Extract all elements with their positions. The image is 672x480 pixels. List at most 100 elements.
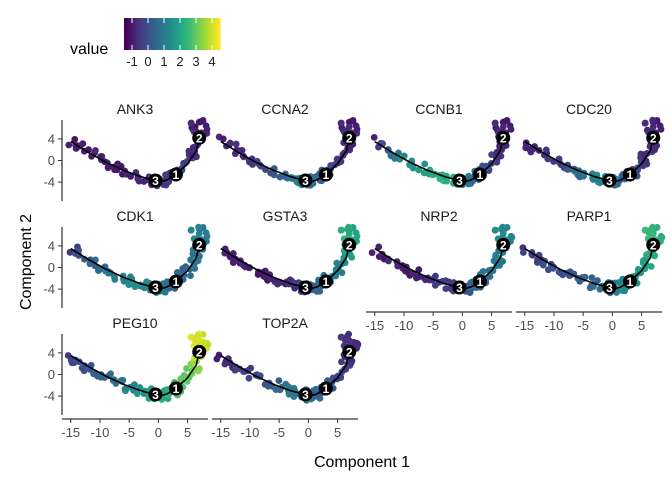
branch-point-marker (622, 274, 637, 289)
branch-point-marker (452, 280, 467, 295)
branch-point-label: 2 (346, 345, 353, 359)
cell-point (498, 225, 505, 233)
branch-point-label: 3 (606, 281, 613, 295)
cell-point (203, 125, 211, 133)
colorbar-segment (134, 18, 137, 50)
branch-point-marker (318, 274, 333, 289)
y-tick-label: -4 (43, 175, 55, 190)
colorbar-segment (144, 18, 147, 50)
panel-title: ANK3 (117, 101, 154, 117)
colorbar-segment (202, 18, 205, 50)
colorbar-segment (194, 18, 197, 50)
panel-nrp2: NRP2 1 2 3 -15 -10 -5 0 5 (365, 208, 516, 333)
cell-point (200, 338, 208, 346)
branch-point-label: 1 (173, 382, 180, 396)
cell-point (634, 266, 642, 273)
branch-point-label: 3 (302, 281, 309, 295)
cell-point (645, 229, 653, 237)
colorbar-segment (214, 18, 217, 50)
cell-point (337, 119, 345, 127)
legend-title: value (70, 41, 108, 58)
colorbar-segment (208, 18, 211, 50)
branch-point-marker (318, 167, 333, 182)
branch-point-label: 1 (173, 168, 180, 182)
panel-title: CDK1 (116, 208, 154, 224)
cell-point (527, 148, 535, 156)
cell-point (564, 166, 571, 173)
cell-point (316, 287, 324, 295)
colorbar-segment (184, 18, 187, 50)
colorbar-segment (130, 18, 133, 50)
colorbar-segment (172, 18, 175, 50)
cell-point (588, 274, 596, 282)
branch-point-marker (602, 280, 617, 295)
x-tick-label: -5 (577, 318, 589, 333)
colorbar-segment (200, 18, 203, 50)
colorbar-segment (136, 18, 139, 50)
cell-point (195, 223, 203, 231)
x-tick-label: -10 (395, 318, 414, 333)
branch-point-label: 2 (650, 131, 657, 145)
colorbar-tick-label: -1 (126, 54, 138, 69)
x-tick-label: -15 (61, 425, 80, 440)
cell-point (65, 141, 73, 149)
colorbar-segment (128, 18, 131, 50)
x-tick-label: 5 (184, 425, 191, 440)
cell-point (658, 233, 666, 241)
panel-title: GSTA3 (263, 208, 308, 224)
colorbar-segment (156, 18, 159, 50)
cell-point (499, 123, 507, 131)
branch-point-label: 2 (196, 131, 203, 145)
panel-peg10: PEG10 1 2 3 4 0 -4 -15 -10 -5 0 5 (43, 315, 212, 440)
x-tick-label: -10 (241, 425, 260, 440)
cell-point (415, 166, 423, 174)
colorbar-segment (198, 18, 201, 50)
panel-title: PEG10 (112, 315, 157, 331)
x-tick-label: 0 (155, 425, 162, 440)
x-tick-label: -5 (427, 318, 439, 333)
cell-point (508, 233, 516, 241)
colorbar-segment (168, 18, 171, 50)
colorbar-segment (218, 18, 221, 50)
branch-point-marker (192, 344, 207, 359)
y-tick-label: 4 (48, 345, 55, 360)
cell-point (479, 268, 487, 275)
y-tick-label: 0 (48, 153, 55, 168)
colorbar-segment (140, 18, 143, 50)
cell-point (71, 136, 79, 143)
colorbar-segment (188, 18, 191, 50)
x-tick-label: 0 (305, 425, 312, 440)
colorbar-segment (150, 18, 153, 50)
branch-point-marker (496, 130, 511, 145)
branch-point-marker (148, 173, 163, 188)
cell-point (219, 135, 227, 143)
cell-point (507, 125, 515, 133)
cell-point (111, 276, 119, 283)
colorbar-tick-label: 3 (192, 54, 199, 69)
y-tick-label: 0 (48, 260, 55, 275)
colorbar-tick-label: 4 (208, 54, 215, 69)
colorbar-segment (182, 18, 185, 50)
x-tick-label: -10 (545, 318, 564, 333)
y-tick-label: 4 (48, 238, 55, 253)
branch-point-marker (168, 274, 183, 289)
branch-point-marker (342, 130, 357, 145)
branch-point-label: 1 (627, 275, 634, 289)
branch-point-marker (646, 237, 661, 252)
y-tick-label: 0 (48, 367, 55, 382)
cell-point (92, 147, 99, 154)
branch-point-marker (192, 237, 207, 252)
cell-point (415, 266, 423, 274)
cell-point (354, 342, 361, 349)
cell-point (657, 125, 665, 133)
colorbar-segment (162, 18, 165, 50)
cell-point (421, 160, 429, 168)
colorbar-segment (124, 18, 127, 50)
cell-point (344, 225, 351, 233)
branch-point-label: 2 (196, 345, 203, 359)
cell-point (80, 367, 88, 375)
cell-point (285, 383, 292, 391)
x-tick-label: 5 (638, 318, 645, 333)
cell-point (338, 358, 345, 366)
branch-point-marker (298, 280, 313, 295)
